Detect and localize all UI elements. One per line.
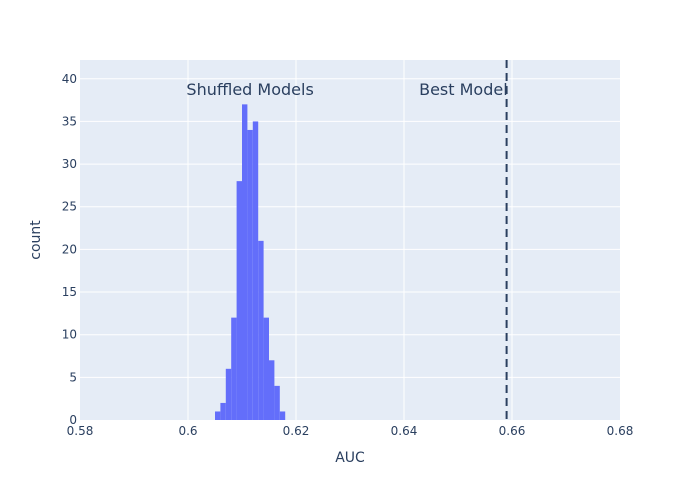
x-tick-label: 0.62 [283, 424, 310, 438]
best-model-label: Best Model [419, 80, 508, 99]
histogram-bar [258, 240, 264, 420]
y-tick-label: 5 [69, 370, 77, 384]
y-axis-ticks: 0 5 10 15 20 25 30 35 40 [62, 72, 77, 427]
bars [215, 104, 286, 420]
histogram-bar [220, 402, 226, 420]
y-tick-label: 25 [62, 200, 77, 214]
x-axis-ticks: 0.58 0.6 0.62 0.64 0.66 0.68 [67, 424, 634, 438]
histogram-bar [274, 385, 280, 420]
histogram-bar [263, 317, 269, 420]
x-tick-label: 0.58 [67, 424, 94, 438]
shuffled-models-label: Shuffled Models [186, 80, 313, 99]
y-tick-label: 15 [62, 285, 77, 299]
y-axis-title: count [28, 220, 44, 260]
x-tick-label: 0.64 [391, 424, 418, 438]
y-tick-label: 40 [62, 72, 77, 86]
gridlines [80, 60, 620, 420]
y-tick-label: 35 [62, 114, 77, 128]
x-tick-label: 0.68 [607, 424, 634, 438]
x-tick-label: 0.66 [499, 424, 526, 438]
histogram-bar [215, 411, 221, 420]
plot-background [80, 60, 620, 420]
y-tick-label: 30 [62, 157, 77, 171]
histogram-bar [279, 411, 286, 420]
histogram-bar [236, 181, 242, 420]
x-axis-title: AUC [335, 450, 365, 466]
y-tick-label: 20 [62, 242, 77, 256]
y-tick-label: 10 [62, 328, 77, 342]
histogram-bar [252, 121, 259, 420]
histogram-bar [269, 360, 275, 420]
x-tick-label: 0.6 [178, 424, 197, 438]
histogram-bar [231, 317, 237, 420]
histogram-bar [247, 129, 253, 420]
histogram-bar [225, 368, 232, 420]
histogram-bar [242, 104, 248, 420]
y-tick-label: 0 [69, 413, 77, 427]
